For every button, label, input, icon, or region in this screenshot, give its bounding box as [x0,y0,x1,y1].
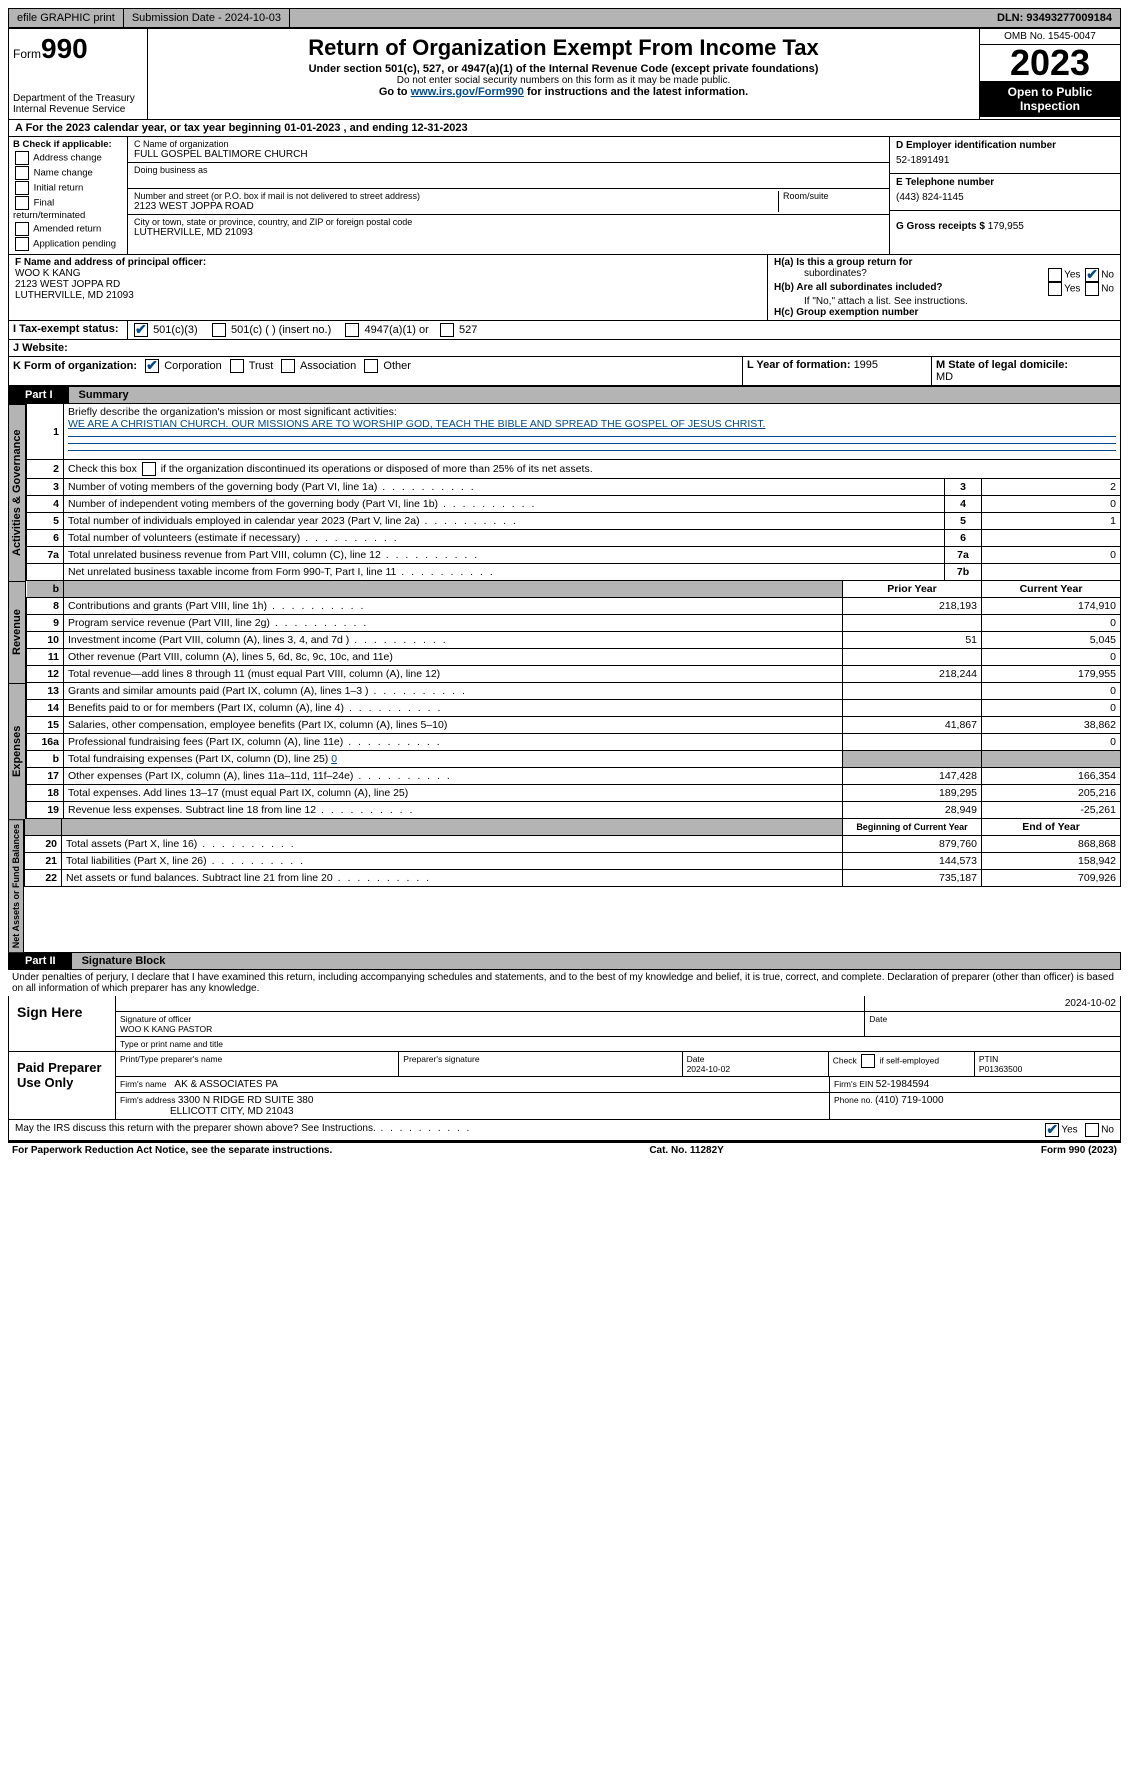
form-number: Form990 [13,33,143,65]
expenses-table: 13Grants and similar amounts paid (Part … [26,683,1121,819]
submission-date: Submission Date - 2024-10-03 [124,9,290,27]
efile-label: efile GRAPHIC print [9,9,124,27]
org-name: FULL GOSPEL BALTIMORE CHURCH [134,149,883,160]
page-footer: For Paperwork Reduction Act Notice, see … [8,1143,1121,1158]
section-klm: K Form of organization: Corporation Trus… [8,357,1121,386]
section-f-h: F Name and address of principal officer:… [8,255,1121,321]
expenses-block: Expenses 13Grants and similar amounts pa… [8,683,1121,819]
section-c: C Name of organization FULL GOSPEL BALTI… [128,137,889,254]
part2-header: Part II Signature Block [8,952,1121,970]
governance-block: Activities & Governance 1 Briefly descri… [8,404,1121,581]
signature-block: Sign Here 2024-10-02 Signature of office… [8,996,1121,1141]
section-b: B Check if applicable: Address change Na… [9,137,128,254]
dln: DLN: 93493277009184 [989,9,1120,27]
section-a-taxyear: A For the 2023 calendar year, or tax yea… [8,120,1121,137]
revenue-table: bPrior YearCurrent Year 8Contributions a… [26,581,1121,683]
form-header: Form990 Department of the Treasury Inter… [8,28,1121,120]
penalties-text: Under penalties of perjury, I declare th… [8,970,1121,996]
form990-link[interactable]: www.irs.gov/Form990 [411,86,524,98]
goto-instructions: Go to www.irs.gov/Form990 for instructio… [156,86,971,98]
dept-treasury: Department of the Treasury [13,93,143,104]
section-deg: D Employer identification number 52-1891… [889,137,1120,254]
org-city: LUTHERVILLE, MD 21093 [134,227,883,238]
form-title: Return of Organization Exempt From Incom… [156,35,971,61]
part1-header: Part I Summary [8,386,1121,404]
section-i: I Tax-exempt status: 501(c)(3) 501(c) ( … [8,321,1121,340]
revenue-vlabel: Revenue [8,581,26,683]
governance-vlabel: Activities & Governance [8,404,26,581]
irs-label: Internal Revenue Service [13,104,143,115]
netassets-table: Beginning of Current YearEnd of Year 20T… [24,819,1121,887]
org-address: 2123 WEST JOPPA ROAD [134,201,778,212]
expenses-vlabel: Expenses [8,683,26,819]
gross-receipts: 179,955 [988,221,1024,232]
revenue-block: Revenue bPrior YearCurrent Year 8Contrib… [8,581,1121,683]
ein: 52-1891491 [896,151,1114,170]
netassets-block: Net Assets or Fund Balances Beginning of… [8,819,1121,952]
ssn-note: Do not enter social security numbers on … [156,75,971,86]
tax-year: 2023 [980,45,1120,81]
efile-top-bar: efile GRAPHIC print Submission Date - 20… [8,8,1121,28]
public-inspection: Open to Public Inspection [980,81,1120,117]
phone: (443) 824-1145 [896,188,1114,207]
netassets-vlabel: Net Assets or Fund Balances [8,819,24,952]
form-subtitle: Under section 501(c), 527, or 4947(a)(1)… [156,63,971,75]
governance-table: 1 Briefly describe the organization's mi… [26,404,1121,581]
sections-bcd: B Check if applicable: Address change Na… [8,137,1121,255]
section-j: J Website: [8,340,1121,357]
mission-text: WE ARE A CHRISTIAN CHURCH. OUR MISSIONS … [68,418,765,430]
